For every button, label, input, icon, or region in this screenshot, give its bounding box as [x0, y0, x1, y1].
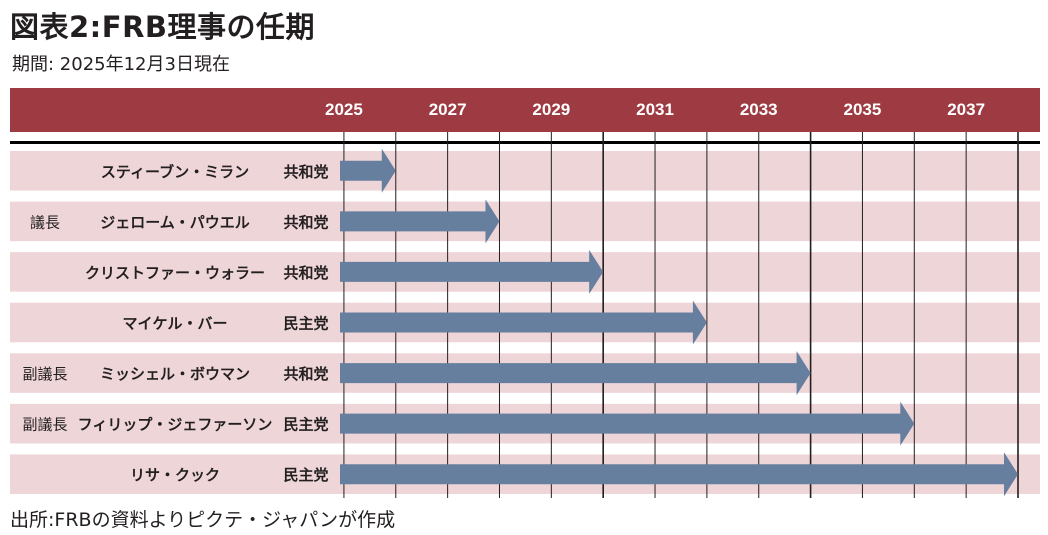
member-name: マイケル・バー: [122, 315, 227, 333]
party-label: 共和党: [283, 365, 328, 383]
member-name: ジェローム・パウエル: [100, 213, 250, 231]
role-label: 副議長: [22, 416, 67, 434]
party-label: 民主党: [283, 416, 328, 434]
party-label: 民主党: [283, 466, 328, 484]
party-label: 共和党: [283, 213, 328, 231]
term-arrow: [340, 300, 707, 345]
header-band: [10, 88, 1040, 132]
role-label: 議長: [30, 213, 60, 231]
term-arrow: [340, 249, 604, 294]
x-tick-label: 2027: [429, 100, 467, 119]
member-name: フィリップ・ジェファーソン: [78, 416, 273, 434]
x-tick-label: 2031: [636, 100, 674, 119]
member-name: ミッシェル・ボウマン: [100, 365, 250, 383]
role-label: 副議長: [22, 365, 67, 383]
chart-title: 図表2:FRB理事の任期: [10, 10, 316, 44]
party-label: 民主党: [283, 315, 328, 333]
member-name: スティーブン・ミラン: [101, 163, 249, 181]
x-tick-label: 2035: [844, 100, 882, 119]
x-tick-label: 2037: [947, 100, 985, 119]
member-name: クリストファー・ウォラー: [85, 264, 265, 282]
term-arrow: [340, 199, 500, 244]
term-arrow: [340, 148, 396, 193]
chart-subtitle: 期間: 2025年12月3日現在: [12, 54, 230, 75]
party-label: 共和党: [283, 163, 328, 181]
member-name: リサ・クック: [130, 466, 220, 484]
header-rule: [10, 141, 1040, 144]
x-tick-label: 2029: [532, 100, 570, 119]
x-tick-label: 2025: [325, 100, 363, 119]
term-arrow: [340, 351, 811, 396]
source-note: 出所:FRBの資料よりピクテ・ジャパンが作成: [10, 509, 396, 531]
term-arrow: [340, 401, 915, 446]
row-band: [10, 151, 1040, 191]
x-tick-label: 2033: [740, 100, 778, 119]
term-arrow: [340, 452, 1018, 497]
party-label: 共和党: [283, 264, 328, 282]
row-band: [10, 201, 1040, 242]
